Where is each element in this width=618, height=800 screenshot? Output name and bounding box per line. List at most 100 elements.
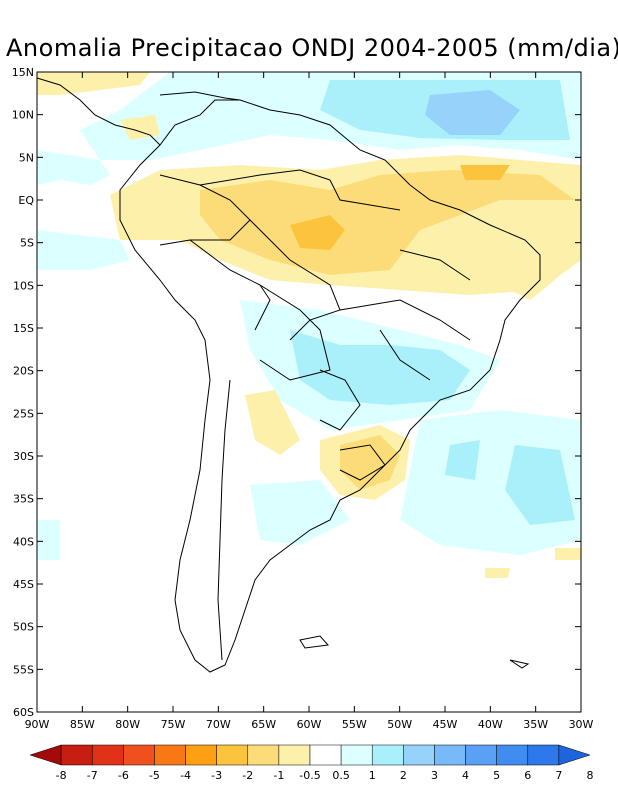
colorbar-segment — [216, 744, 249, 766]
colorbar-segment — [403, 744, 435, 766]
lat-label: 55S — [13, 663, 34, 676]
colorbar-label: 8 — [587, 769, 594, 782]
lat-label: 45S — [13, 578, 34, 591]
anomaly-region-argentina-north — [245, 390, 300, 455]
colorbar-label: 6 — [524, 769, 531, 782]
lon-label: 50W — [387, 718, 412, 731]
colorbar-segment — [60, 744, 93, 766]
lon-label: 40W — [478, 718, 503, 731]
anomaly-region-nordeste — [480, 225, 555, 300]
lat-label: 10S — [13, 279, 34, 292]
colorbar-segment — [340, 744, 373, 766]
border-guianas — [329, 179, 401, 211]
anomaly-region-patagonia-shelf — [250, 480, 350, 545]
lon-label: 55W — [342, 718, 367, 731]
south-america-coastline — [119, 99, 541, 673]
colorbar-segment — [154, 744, 186, 766]
colorbar-segment — [123, 744, 155, 766]
anomaly-region-sw-atlantic-2 — [445, 440, 480, 480]
colorbar-segment — [309, 744, 342, 766]
lon-label: 85W — [70, 718, 95, 731]
lat-label: 35S — [13, 493, 34, 506]
lat-label: 15S — [13, 322, 34, 335]
anomaly-region-amazon-2 — [200, 170, 575, 275]
lon-label: 45W — [433, 718, 458, 731]
colorbar-segment — [496, 744, 529, 766]
colorbar-label: -5 — [149, 769, 160, 782]
colorbar: -8 -7 -6 -5 -4 -3 -2 -1 -0.5 0.5 1 2 3 4 5 6 7 8 — [29, 744, 594, 782]
border-brazil-west — [249, 219, 341, 341]
lat-label: EQ — [18, 194, 34, 207]
lat-label: 30S — [13, 450, 34, 463]
anomaly-region-nordeste-core — [460, 165, 510, 180]
anomaly-region-amazon-core — [290, 215, 345, 250]
lat-label: 20S — [13, 365, 34, 378]
lon-label: 60W — [297, 718, 322, 731]
lon-label: 30W — [569, 718, 594, 731]
colorbar-segment — [558, 744, 591, 766]
anomaly-shading — [37, 72, 581, 578]
colorbar-segment — [434, 744, 466, 766]
lat-label: 50S — [13, 621, 34, 634]
colorbar-label: -4 — [180, 769, 191, 782]
colorbar-segment — [91, 744, 124, 766]
anomaly-region-central-west-2 — [290, 330, 470, 405]
colorbar-label: -0.5 — [299, 769, 320, 782]
border-brazil-states — [339, 249, 471, 381]
colorbar-label: 5 — [493, 769, 500, 782]
south-georgia — [509, 659, 530, 669]
anomaly-region-caribbean-2 — [120, 115, 160, 140]
latitude-axis: 15N 10N 5N EQ 5S 10S 15S 20S 25S 30S 35S 40S 45S 50S 5… — [12, 66, 581, 719]
map-title: Anomalia Precipitacao ONDJ 2004-2005 (mm… — [6, 34, 618, 62]
colorbar-label: -7 — [87, 769, 98, 782]
anomaly-region-south-pacific — [37, 520, 60, 560]
colorbar-segment — [185, 744, 217, 766]
lat-label: 10N — [12, 109, 34, 122]
falklands — [299, 635, 330, 649]
colorbar-label: 2 — [400, 769, 407, 782]
coastlines — [36, 77, 541, 673]
anomaly-region-south-atlantic-yellow — [555, 548, 581, 560]
colorbar-label: -6 — [118, 769, 129, 782]
caribbean-islands — [159, 91, 241, 101]
longitude-axis: 90W 85W 80W 75W 70W 65W 60W 55W 50W 45W 40W 35W 30W — [25, 72, 594, 731]
colorbar-segment — [465, 744, 497, 766]
lat-label: 5N — [19, 151, 34, 164]
border-paraguay — [319, 369, 361, 431]
lon-label: 70W — [206, 718, 231, 731]
colorbar-label: -3 — [211, 769, 222, 782]
lon-label: 65W — [251, 718, 276, 731]
colorbar-segment — [29, 744, 62, 766]
colorbar-label: 1 — [369, 769, 376, 782]
lat-label: 40S — [13, 535, 34, 548]
lat-label: 60S — [13, 706, 34, 719]
lat-label: 25S — [13, 407, 34, 420]
colorbar-label: 7 — [555, 769, 562, 782]
colorbar-segment — [278, 744, 311, 766]
anomaly-region-atlantic-north-3 — [425, 90, 520, 135]
colorbar-label: -1 — [273, 769, 284, 782]
central-america-coastline — [36, 77, 161, 146]
lat-label: 15N — [12, 66, 34, 79]
border-bolivia — [259, 284, 331, 381]
anomaly-region-pacific-east-2 — [37, 230, 130, 270]
colorbar-segment — [371, 744, 404, 766]
colorbar-label: 3 — [431, 769, 438, 782]
anomaly-region-south-brazil-2 — [340, 435, 400, 490]
colorbar-label: -8 — [56, 769, 67, 782]
border-argentina-chile — [217, 379, 231, 661]
border-venezuela — [199, 169, 331, 186]
lon-label: 75W — [161, 718, 186, 731]
anomaly-region-south-atlantic-yellow-2 — [485, 568, 510, 578]
colorbar-segment — [527, 744, 560, 766]
lat-label: 5S — [20, 237, 34, 250]
colorbar-label: 0.5 — [332, 769, 350, 782]
lon-label: 80W — [115, 718, 140, 731]
colorbar-segment — [247, 744, 280, 766]
anomaly-region-sw-atlantic-3 — [505, 445, 575, 525]
anomaly-region-pacific-east — [37, 150, 110, 185]
colorbar-label: 4 — [462, 769, 469, 782]
border-uruguay — [339, 444, 386, 481]
colorbar-label: -2 — [242, 769, 253, 782]
